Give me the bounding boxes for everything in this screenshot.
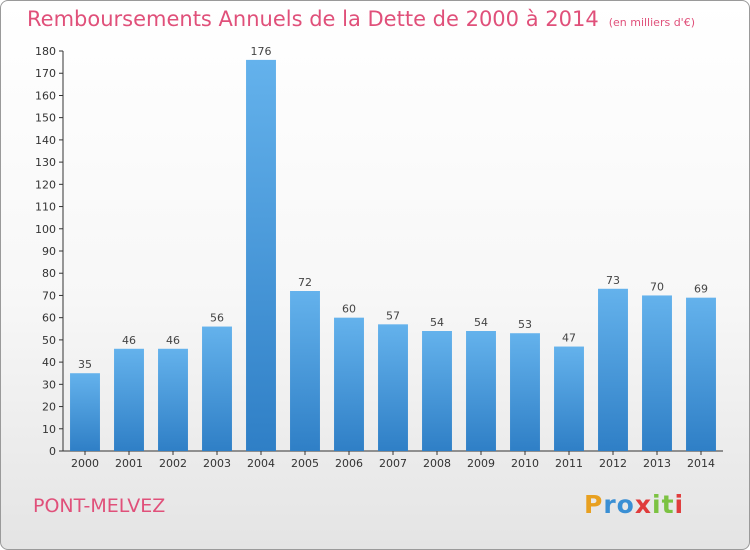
y-tick-label: 80 [42, 267, 56, 280]
logo-letter: P [584, 490, 604, 519]
logo-letter: r [603, 490, 617, 519]
x-tick-label: 2008 [423, 457, 451, 470]
bar [334, 317, 364, 451]
bar [158, 348, 188, 451]
x-tick-label: 2005 [291, 457, 319, 470]
y-tick-label: 20 [42, 401, 56, 414]
y-tick-label: 30 [42, 378, 56, 391]
x-tick-label: 2007 [379, 457, 407, 470]
x-tick-label: 2006 [335, 457, 363, 470]
bar [70, 373, 100, 451]
x-tick-label: 2012 [599, 457, 627, 470]
bar-value-label: 56 [210, 312, 224, 325]
bar-value-label: 53 [518, 318, 532, 331]
x-tick-label: 2010 [511, 457, 539, 470]
y-tick-label: 10 [42, 423, 56, 436]
x-tick-label: 2003 [203, 457, 231, 470]
x-tick-label: 2000 [71, 457, 99, 470]
bar [378, 324, 408, 451]
y-tick-label: 60 [42, 312, 56, 325]
bar-value-label: 46 [166, 334, 180, 347]
bar [598, 288, 628, 451]
chart-title: Remboursements Annuels de la Dette de 20… [27, 7, 695, 31]
bar-value-label: 69 [694, 283, 708, 296]
bar-value-label: 72 [298, 276, 312, 289]
bar-value-label: 57 [386, 309, 400, 322]
commune-name: PONT-MELVEZ [33, 495, 166, 517]
bar-value-label: 70 [650, 280, 664, 293]
x-tick-label: 2013 [643, 457, 671, 470]
proxiti-logo: Proxiti [584, 490, 684, 519]
x-tick-label: 2009 [467, 457, 495, 470]
logo-letter: i [652, 490, 662, 519]
y-tick-label: 100 [35, 223, 56, 236]
x-tick-label: 2002 [159, 457, 187, 470]
bar-value-label: 60 [342, 303, 356, 316]
bar [510, 333, 540, 451]
bar-value-label: 46 [122, 334, 136, 347]
y-tick-label: 120 [35, 178, 56, 191]
y-tick-label: 90 [42, 245, 56, 258]
y-tick-label: 140 [35, 134, 56, 147]
y-tick-label: 160 [35, 89, 56, 102]
bar-value-label: 35 [78, 358, 92, 371]
bar-value-label: 176 [251, 45, 272, 58]
bar [246, 59, 276, 452]
bar [466, 331, 496, 451]
y-tick-label: 70 [42, 289, 56, 302]
bar-value-label: 54 [430, 316, 444, 329]
y-tick-label: 110 [35, 201, 56, 214]
bar [202, 326, 232, 451]
x-tick-label: 2004 [247, 457, 275, 470]
bar [554, 346, 584, 451]
bar [686, 297, 716, 451]
y-tick-label: 40 [42, 356, 56, 369]
y-tick-label: 150 [35, 112, 56, 125]
bar-value-label: 54 [474, 316, 488, 329]
bar-value-label: 47 [562, 332, 576, 345]
logo-letter: o [616, 490, 635, 519]
bar [422, 331, 452, 451]
chart-title-text: Remboursements Annuels de la Dette de 20… [27, 7, 599, 31]
y-tick-label: 50 [42, 334, 56, 347]
y-tick-label: 180 [35, 45, 56, 58]
logo-letter: i [674, 490, 685, 519]
bar [642, 295, 672, 451]
y-tick-label: 130 [35, 156, 56, 169]
logo-letter: x [634, 490, 652, 519]
logo-letter: t [661, 490, 675, 519]
y-tick-label: 0 [49, 445, 56, 458]
chart-subtitle: (en milliers d'€) [608, 16, 695, 29]
x-tick-label: 2011 [555, 457, 583, 470]
x-tick-label: 2014 [687, 457, 715, 470]
x-tick-label: 2001 [115, 457, 143, 470]
bar-value-label: 73 [606, 274, 620, 287]
bar [114, 348, 144, 451]
y-tick-label: 170 [35, 67, 56, 80]
bar [290, 291, 320, 451]
